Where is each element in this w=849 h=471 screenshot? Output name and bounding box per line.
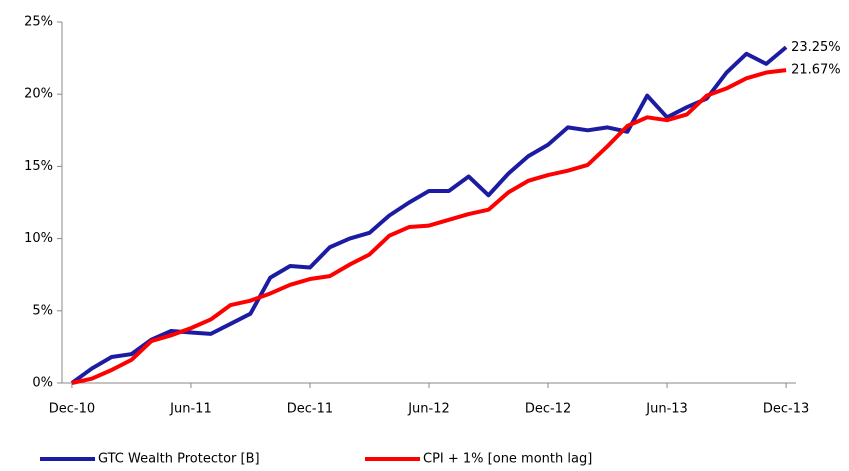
series-line: [71, 68, 787, 385]
value-label: 23.25%: [791, 40, 841, 55]
y-tick-label: 25%: [24, 15, 53, 30]
y-tick-label: 20%: [24, 87, 53, 102]
x-tick-label: Jun-12: [407, 402, 450, 417]
y-tick-label: 10%: [24, 231, 53, 246]
x-tick-label: Dec-12: [525, 402, 571, 417]
y-tick-label: 5%: [32, 303, 53, 318]
legend-label: CPI + 1% [one month lag]: [423, 452, 592, 467]
legend-label: GTC Wealth Protector [B]: [98, 452, 260, 467]
x-tick-label: Dec-13: [763, 402, 809, 417]
y-tick-label: 15%: [24, 159, 53, 174]
x-tick-label: Dec-11: [287, 402, 333, 417]
y-tick-label: 0%: [32, 376, 53, 391]
x-tick-label: Jun-11: [169, 402, 212, 417]
x-tick-label: Jun-13: [645, 402, 688, 417]
value-label: 21.67%: [791, 63, 841, 78]
series-line: [70, 45, 788, 385]
x-tick-label: Dec-10: [49, 402, 95, 417]
